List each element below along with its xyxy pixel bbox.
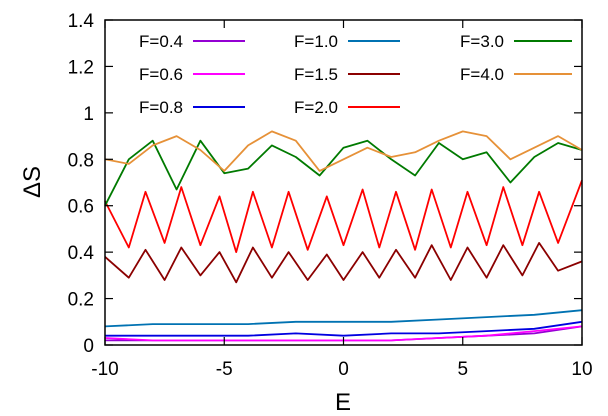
series-line-6 — [104, 179, 583, 253]
y-tick-label: 1.4 — [68, 11, 95, 32]
legend-label: F=0.4 — [139, 32, 183, 51]
legend-label: F=4.0 — [460, 65, 504, 84]
legend-label: F=1.0 — [294, 32, 338, 51]
legend-label: F=0.6 — [139, 65, 183, 84]
series-line-7 — [104, 139, 583, 207]
legend-label: F=1.5 — [294, 65, 338, 84]
y-tick-label: 0.6 — [68, 197, 94, 218]
legend-label: F=3.0 — [460, 32, 504, 51]
y-tick-label: 0.8 — [68, 150, 94, 171]
y-tick-label: 1.2 — [68, 57, 94, 78]
x-tick-label: -10 — [91, 359, 118, 380]
series-layer — [104, 130, 583, 342]
y-tick-label: 0.2 — [68, 290, 94, 311]
x-tick-label: 5 — [457, 359, 468, 380]
x-axis-title: E — [335, 389, 351, 416]
x-tick-label: 10 — [571, 359, 592, 380]
x-tick-label: -5 — [216, 359, 233, 380]
legend-label: F=2.0 — [294, 98, 338, 117]
axis-ticks: -10 -5 0 5 10 0 0.2 0.4 0.6 0.8 1 1.2 1.4 — [68, 11, 593, 380]
series-line-8 — [104, 130, 583, 172]
y-tick-label: 0 — [83, 336, 94, 357]
legend: F=0.4 F=0.6 F=0.8 F=1.0 F=1.5 F=2.0 F=3.0 F=4.0 — [139, 32, 572, 117]
y-tick-label: 1 — [83, 104, 94, 125]
series-line-5 — [104, 242, 583, 284]
series-line-4 — [104, 309, 583, 328]
legend-label: F=0.8 — [139, 98, 183, 117]
y-axis-title: ΔS — [19, 166, 46, 198]
series-line-3 — [105, 320, 583, 337]
x-tick-label: 0 — [338, 359, 349, 380]
y-tick-label: 0.4 — [68, 243, 95, 264]
